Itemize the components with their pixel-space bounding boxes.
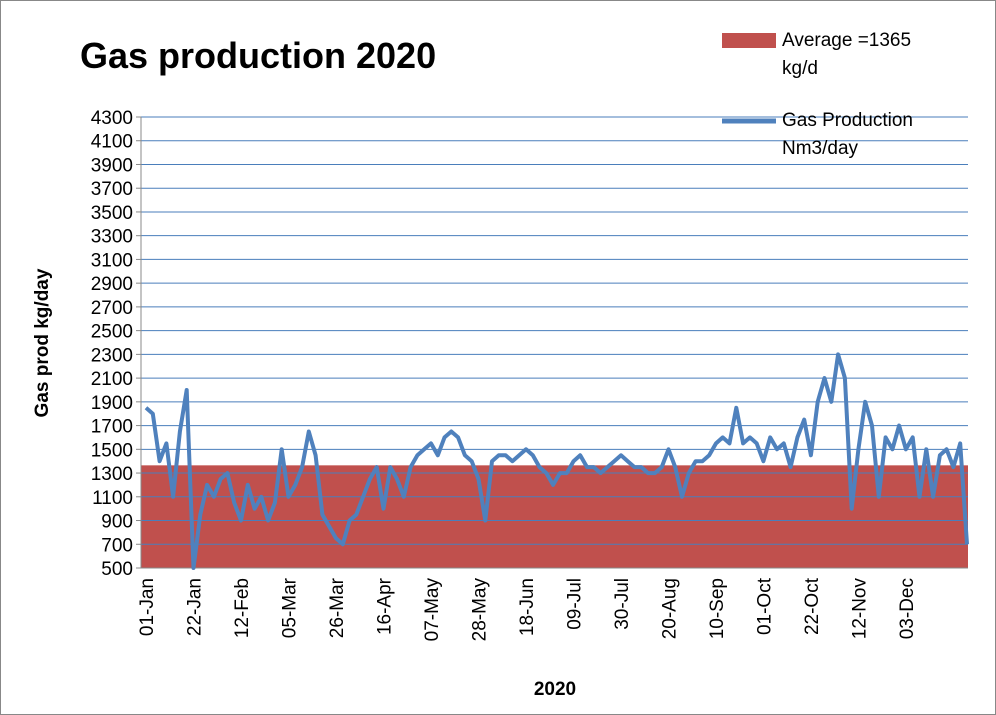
- x-tick-label: 10-Sep: [707, 578, 728, 639]
- y-tick-label: 900: [101, 512, 133, 533]
- y-tick-label: 1100: [92, 488, 133, 509]
- x-tick-label: 22-Oct: [802, 577, 823, 635]
- x-tick-label: 01-Oct: [754, 577, 775, 635]
- x-tick-label: 03-Dec: [897, 578, 918, 639]
- y-tick-label: 700: [101, 535, 133, 556]
- y-tick-label: 2300: [91, 345, 133, 366]
- y-tick-label: 500: [101, 559, 133, 580]
- x-tick-label: 18-Jun: [517, 578, 538, 636]
- y-tick-label: 3500: [91, 203, 133, 224]
- x-tick-label: 22-Jan: [184, 578, 205, 636]
- y-tick-label: 3700: [91, 179, 133, 200]
- x-tick-label: 12-Nov: [849, 578, 870, 640]
- x-tick-label: 01-Jan: [137, 578, 158, 636]
- y-tick-label: 1500: [91, 440, 133, 461]
- y-tick-label: 4100: [91, 132, 133, 153]
- x-tick-label: 05-Mar: [279, 577, 300, 638]
- series-line: [144, 352, 969, 570]
- y-tick-label: 4300: [91, 108, 133, 129]
- x-tick-label: 26-Mar: [327, 577, 348, 638]
- legend-series: Gas Production Nm3/day: [782, 110, 913, 159]
- x-tick-label: 16-Apr: [374, 577, 395, 635]
- legend-swatch-average: [722, 33, 776, 48]
- chart-title: Gas production 2020: [80, 35, 436, 76]
- y-tick-label: 2700: [91, 298, 133, 319]
- y-tick-label: 2500: [91, 322, 133, 343]
- x-tick-label: 09-Jul: [564, 578, 585, 630]
- x-tick-label: 28-May: [469, 578, 490, 642]
- x-tick-label: 30-Jul: [612, 578, 633, 630]
- y-tick-label: 1300: [91, 464, 133, 485]
- x-tick-label: 20-Aug: [659, 578, 680, 639]
- y-tick-label: 2100: [91, 369, 133, 390]
- y-tick-label: 1700: [91, 417, 133, 438]
- y-tick-label: 3900: [91, 155, 133, 176]
- y-tick-label: 3100: [91, 250, 133, 271]
- y-tick-label: 1900: [91, 393, 133, 414]
- y-tick-label: 2900: [91, 274, 133, 295]
- y-tick-label: 3300: [91, 227, 133, 248]
- x-tick-label: 07-May: [422, 578, 443, 642]
- legend-average: Average =1365 kg/d: [782, 30, 912, 79]
- y-axis-label: Gas prod kg/day: [32, 268, 53, 417]
- x-tick-label: 12-Feb: [232, 578, 253, 638]
- x-axis-label: 2020: [534, 679, 576, 700]
